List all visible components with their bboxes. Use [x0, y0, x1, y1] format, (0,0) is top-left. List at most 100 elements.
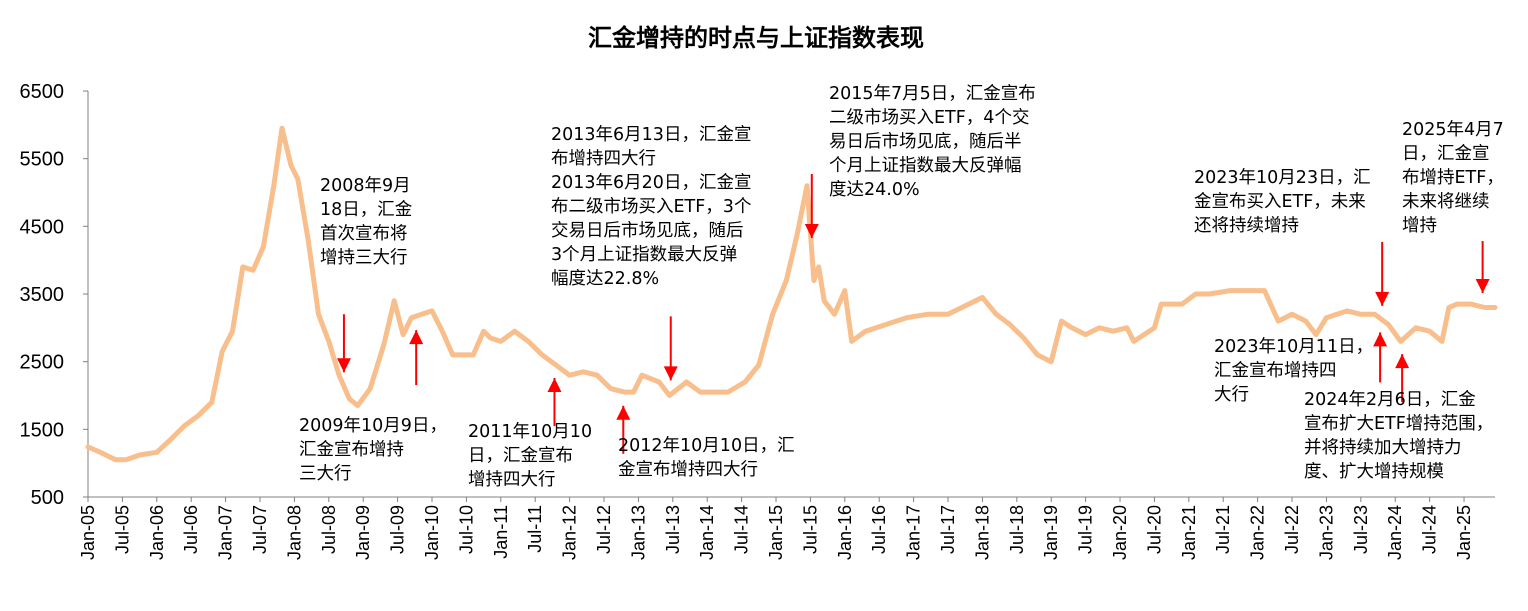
x-tick-label: Jul-23 [1351, 505, 1371, 554]
event-annotation-line: 大行 [1214, 385, 1249, 405]
event-annotation-line: 增持三大行 [320, 248, 408, 268]
x-tick-label: Jan-13 [628, 505, 648, 560]
event-arrow-head [1373, 332, 1388, 347]
event-annotation-line: 3个月上证指数最大反弹 [551, 245, 737, 265]
event-annotation-line: 日，汇金宣 [1402, 144, 1490, 164]
event-annotation-line: 度达24.0% [829, 180, 920, 200]
event-annotation-line: 18日，汇金 [320, 200, 412, 220]
event-annotation-line: 二级市场买入ETF，4个交 [829, 108, 1029, 128]
x-tick-label: Jan-22 [1248, 505, 1268, 560]
event-annotation-line: 增持 [1402, 216, 1437, 236]
axes: 6500 5500 4500 3500 2500 1500 500 Jan-05 Jul-05 J… [20, 81, 1495, 560]
x-tick-label: Jan-21 [1179, 505, 1199, 560]
event-annotation-line: 首次宣布将 [320, 224, 408, 244]
event-arrow-head [1395, 354, 1410, 369]
event-annotation-line: 易日后市场见底，随后半 [829, 132, 1022, 152]
event-annotation-line: 未来将继续 [1402, 192, 1490, 212]
event-annotation-line: 个月上证指数最大反弹幅 [829, 156, 1022, 176]
event-annotation-line: 2013年6月13日，汇金宣 [551, 125, 751, 145]
x-tick-label: Jul-09 [388, 505, 408, 554]
event-annotation: 2012年10月10日，汇金宣布增持四大行 [618, 436, 795, 480]
event-annotation-line: 宣布扩大ETF增持范围， [1304, 414, 1493, 434]
x-tick-label: Jul-24 [1420, 505, 1440, 554]
x-tick-label: Jan-24 [1385, 505, 1405, 560]
event-arrow-head [1375, 291, 1390, 306]
event-arrow-head [616, 405, 631, 420]
x-tick-label: Jul-17 [938, 505, 958, 554]
event-annotation: 2008年9月 18日，汇金首次宣布将增持三大行 [320, 176, 412, 268]
event-annotation: 2023年10月23日，汇金宣布买入ETF，未来还将持续增持 [1194, 168, 1371, 236]
x-tick-label: Jan-10 [422, 505, 442, 560]
event-arrow-head [336, 358, 351, 373]
event-annotation: 2025年4月7 日，汇金宣布增持ETF， 未来将继续增持 [1402, 120, 1504, 236]
x-tick-label: Jan-16 [835, 505, 855, 560]
x-tick-label: Jan-14 [697, 505, 717, 560]
x-tick-label: Jul-07 [250, 505, 270, 554]
index-series-line [85, 125, 1498, 463]
event-annotation-line: 2025年4月7 [1402, 120, 1504, 140]
y-tick-label: 500 [31, 487, 64, 509]
event-annotation-line: 汇金宣布增持 [299, 440, 404, 460]
event-arrow-head [547, 378, 562, 393]
x-tick-label: Jan-25 [1454, 505, 1474, 560]
x-tick-label: Jan-20 [1110, 505, 1130, 560]
x-tick-label: Jan-23 [1316, 505, 1336, 560]
event-annotation-line: 日，汇金宣布 [468, 446, 573, 466]
x-tick-label: Jan-11 [491, 505, 511, 559]
x-tick-label: Jul-16 [869, 505, 889, 554]
x-tick-label: Jul-20 [1144, 505, 1164, 554]
event-annotation-line: 汇金宣布增持四 [1214, 361, 1337, 381]
event-annotation-line: 2011年10月10 [468, 422, 592, 442]
event-annotation-line: 2008年9月 [320, 176, 411, 196]
event-annotation-line: 金宣布买入ETF，未来 [1194, 192, 1366, 212]
x-tick-label: Jul-05 [112, 505, 132, 554]
event-annotation-line: 2009年10月9日， [299, 416, 447, 436]
event-annotation: 2013年6月13日，汇金宣布增持四大行 2013年6月20日，汇金宣布二级市场买… [551, 125, 751, 289]
x-tick-label: Jul-13 [663, 505, 683, 554]
event-annotation-line: 布增持ETF， [1402, 168, 1504, 188]
series-line-layer [85, 125, 1498, 463]
event-annotation-line: 金宣布增持四大行 [618, 460, 758, 480]
x-tick-label: Jul-06 [181, 505, 201, 554]
x-tick-label: Jul-08 [319, 505, 339, 554]
x-tick-label: Jul-21 [1213, 505, 1233, 554]
event-annotation-line: 2024年2月6日，汇金 [1304, 390, 1476, 410]
x-tick-label: Jan-06 [147, 505, 167, 560]
x-tick-label: Jul-18 [1007, 505, 1027, 554]
y-tick-label: 2500 [20, 352, 65, 374]
event-annotation-line: 2023年10月11日， [1214, 337, 1373, 357]
x-tick-label: Jul-22 [1282, 505, 1302, 554]
y-tick-label: 6500 [20, 81, 65, 103]
y-tick-label: 3500 [20, 284, 65, 306]
chart-title: 汇金增持的时点与上证指数表现 [588, 24, 924, 52]
x-tick-label: Jan-19 [1041, 505, 1061, 560]
y-tick-label: 1500 [20, 419, 65, 441]
event-annotation: 2024年2月6日，汇金宣布扩大ETF增持范围， 并将持续加大增持力度、扩大增持规… [1304, 390, 1493, 482]
y-tick-label: 4500 [20, 216, 65, 238]
x-tick-label: Jan-08 [284, 505, 304, 560]
event-arrow-head [1475, 279, 1490, 294]
y-tick-label: 5500 [20, 149, 65, 171]
event-annotation: 2023年10月11日， 汇金宣布增持四大行 [1214, 337, 1373, 405]
event-annotation: 2009年10月9日， 汇金宣布增持三大行 [299, 416, 447, 484]
event-annotation-line: 布二级市场买入ETF，3个 [551, 197, 751, 217]
x-tick-label: Jan-09 [353, 505, 373, 560]
x-tick-label: Jan-05 [78, 505, 98, 560]
event-annotation-line: 布增持四大行 [551, 149, 656, 169]
event-annotation-line: 交易日后市场见底，随后 [551, 221, 744, 241]
event-annotation-line: 三大行 [299, 464, 352, 484]
x-tick-label: Jan-15 [766, 505, 786, 560]
event-annotation-line: 幅度达22.8% [551, 269, 659, 289]
event-annotation-line: 2013年6月20日，汇金宣 [551, 173, 751, 193]
event-annotation: 2011年10月10 日，汇金宣布增持四大行 [468, 422, 592, 490]
event-annotation-line: 并将持续加大增持力 [1304, 438, 1462, 458]
event-annotation: 2015年7月5日，汇金宣布二级市场买入ETF，4个交易日后市场见底，随后半个月… [829, 84, 1036, 200]
x-tick-label: Jan-07 [216, 505, 236, 560]
event-arrow-head [409, 330, 424, 345]
event-arrow-head [804, 224, 819, 239]
x-tick-label: Jul-12 [594, 505, 614, 554]
x-tick-label: Jan-12 [560, 505, 580, 560]
event-annotations: 2008年9月 18日，汇金首次宣布将增持三大行2009年10月9日，汇金宣布增持… [299, 84, 1504, 490]
event-arrows [336, 174, 1490, 454]
